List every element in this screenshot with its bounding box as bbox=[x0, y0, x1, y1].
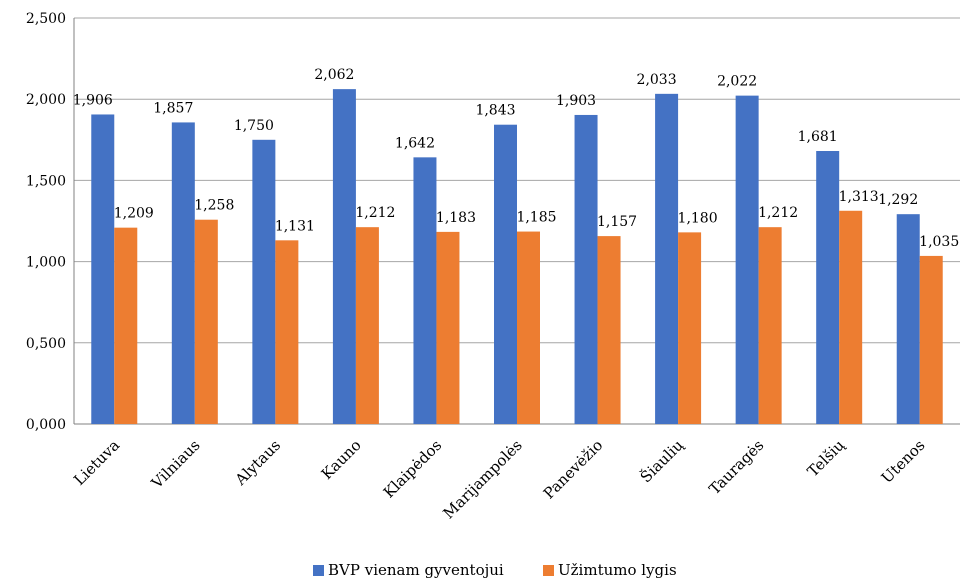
bar-uzimtumo bbox=[839, 210, 863, 424]
bars bbox=[91, 89, 943, 425]
data-label: 1,035 bbox=[919, 234, 959, 250]
data-label: 1,180 bbox=[678, 210, 718, 226]
category-label: Panevėžio bbox=[540, 436, 606, 502]
data-label: 1,903 bbox=[556, 93, 596, 109]
data-label: 1,185 bbox=[516, 210, 556, 226]
category-label: Tauragės bbox=[705, 436, 767, 498]
bar-uzimtumo bbox=[275, 240, 299, 424]
data-label: 2,033 bbox=[637, 72, 677, 88]
category-labels: Lietuva Vilniaus Alytaus Kauno KlaipėdosMari… bbox=[70, 436, 928, 523]
category-label: Telšių bbox=[804, 436, 849, 481]
bar-bvp bbox=[91, 114, 115, 424]
data-label: 1,750 bbox=[234, 118, 274, 134]
legend-label: Užimtumo lygis bbox=[558, 561, 677, 579]
bar-bvp bbox=[896, 214, 920, 424]
bar-uzimtumo bbox=[597, 236, 621, 424]
bar-bvp bbox=[413, 157, 437, 424]
bar-uzimtumo bbox=[919, 255, 943, 424]
category-label: Kauno bbox=[318, 436, 365, 483]
data-labels: 1,906 1,209 1,857 1,258 1,750 1,131 2,062 1,212… bbox=[73, 67, 960, 250]
bar-bvp bbox=[332, 89, 356, 425]
y-tick-label: 2,000 bbox=[26, 92, 66, 108]
data-label: 2,062 bbox=[314, 67, 354, 83]
category-label: Vilniaus bbox=[147, 436, 204, 493]
bar-uzimtumo bbox=[517, 231, 540, 424]
legend-swatch bbox=[313, 565, 324, 576]
bar-bvp bbox=[494, 124, 517, 424]
category-label: Klaipėdos bbox=[380, 436, 445, 501]
data-label: 1,906 bbox=[73, 92, 113, 108]
bar-uzimtumo bbox=[114, 227, 138, 424]
y-tick-label: 0,500 bbox=[26, 336, 66, 352]
bar-uzimtumo bbox=[355, 227, 379, 424]
data-label: 1,157 bbox=[597, 214, 637, 230]
data-label: 1,857 bbox=[153, 100, 193, 116]
bar-uzimtumo bbox=[436, 231, 460, 424]
data-label: 1,212 bbox=[355, 205, 395, 221]
data-label: 1,681 bbox=[798, 129, 838, 145]
data-label: 2,022 bbox=[717, 74, 757, 90]
data-label: 1,258 bbox=[194, 198, 234, 214]
category-label: Utenos bbox=[878, 436, 929, 487]
category-label: Šiaulių bbox=[637, 436, 687, 486]
data-label: 1,131 bbox=[275, 218, 315, 234]
category-label: Alytaus bbox=[231, 436, 284, 489]
data-label: 1,212 bbox=[758, 205, 798, 221]
bar-bvp bbox=[655, 93, 679, 425]
legend-swatch bbox=[543, 565, 554, 576]
data-label: 1,642 bbox=[395, 135, 435, 151]
data-label: 1,843 bbox=[475, 103, 515, 119]
data-label: 1,313 bbox=[839, 189, 879, 205]
bar-bvp bbox=[735, 95, 759, 424]
data-label: 1,183 bbox=[436, 210, 476, 226]
category-label: Lietuva bbox=[70, 436, 123, 489]
y-tick-label: 1,000 bbox=[26, 255, 66, 271]
y-tick-label: 1,500 bbox=[26, 173, 66, 189]
legend: BVP vienam gyventojui Užimtumo lygis bbox=[313, 561, 677, 579]
bar-bvp bbox=[252, 139, 276, 425]
bar-bvp bbox=[816, 151, 840, 424]
bar-uzimtumo bbox=[758, 227, 782, 424]
category-label: Marijampolės bbox=[439, 436, 525, 522]
bar-uzimtumo bbox=[678, 232, 702, 424]
data-label: 1,292 bbox=[878, 192, 918, 208]
bar-bvp bbox=[171, 122, 195, 424]
bar-uzimtumo bbox=[194, 219, 218, 424]
y-tick-label: 2,500 bbox=[26, 11, 66, 27]
y-tick-label: 0,000 bbox=[26, 417, 66, 433]
legend-label: BVP vienam gyventojui bbox=[328, 561, 504, 579]
bar-bvp bbox=[574, 114, 598, 425]
data-label: 1,209 bbox=[114, 206, 154, 222]
